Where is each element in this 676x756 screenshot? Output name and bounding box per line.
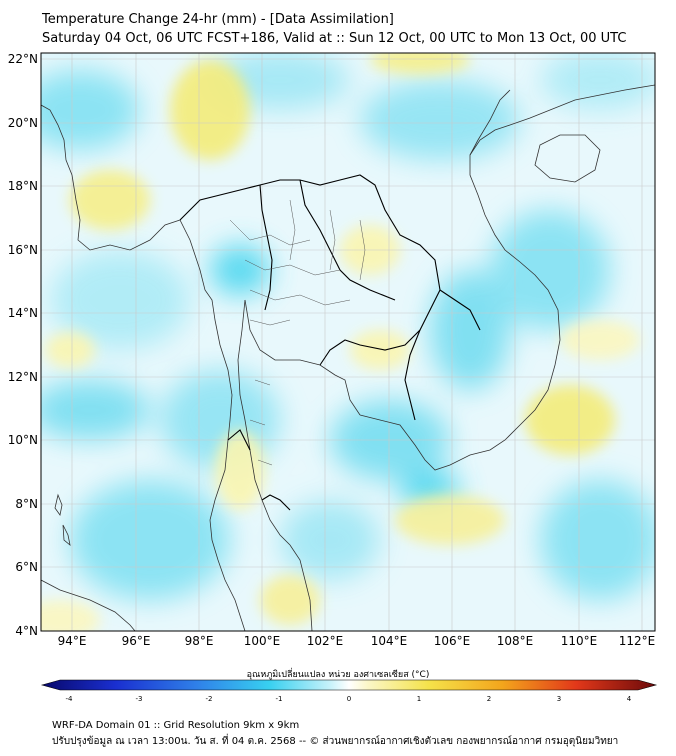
footer-credit: ปรับปรุงข้อมูล ณ เวลา 13:00น. วัน ส. ที่… (52, 736, 619, 747)
lat-tick-label: 12°N (8, 370, 38, 384)
colorbar-tick-label: 1 (417, 695, 421, 703)
lon-tick-label: 96°E (122, 634, 151, 648)
lat-tick-label: 18°N (8, 179, 38, 193)
lat-tick-label: 6°N (15, 560, 38, 574)
lat-tick-label: 16°N (8, 243, 38, 257)
lat-tick-label: 8°N (15, 497, 38, 511)
colorbar: -4 -3 -2 -1 0 1 2 3 4 (40, 679, 658, 703)
colorbar-tick-label: -3 (136, 695, 143, 703)
lon-tick-label: 94°E (58, 634, 87, 648)
colorbar-tick-label: -1 (276, 695, 283, 703)
colorbar-tick-label: -2 (206, 695, 213, 703)
footer-model-info: WRF-DA Domain 01 :: Grid Resolution 9km … (52, 720, 300, 731)
map-subtitle: Saturday 04 Oct, 06 UTC FCST+186, Valid … (42, 31, 627, 46)
colorbar-tick-label: 2 (487, 695, 491, 703)
coastlines (41, 84, 655, 631)
colorbar-tick-label: 3 (557, 695, 561, 703)
lon-tick-label: 112°E (619, 634, 656, 648)
lon-tick-label: 106°E (434, 634, 471, 648)
colorbar-tick-label: -4 (66, 695, 74, 703)
map-gridlines (41, 53, 655, 631)
lon-tick-label: 98°E (185, 634, 214, 648)
lon-tick-label: 110°E (561, 634, 598, 648)
lon-tick-label: 108°E (497, 634, 534, 648)
map-frame (40, 52, 656, 632)
country-borders (179, 174, 481, 511)
lat-tick-label: 20°N (8, 116, 38, 130)
lon-tick-label: 104°E (371, 634, 408, 648)
map-title: Temperature Change 24-hr (mm) - [Data As… (42, 12, 394, 27)
lat-tick-label: 4°N (15, 624, 38, 638)
longitude-ticks: 94°E 96°E 98°E 100°E 102°E 104°E 106°E 1… (58, 634, 656, 648)
lon-tick-label: 100°E (244, 634, 281, 648)
lat-tick-label: 22°N (8, 52, 38, 66)
latitude-ticks: 22°N 20°N 18°N 16°N 14°N 12°N 10°N 8°N 6… (8, 52, 38, 638)
colorbar-ticks: -4 -3 -2 -1 0 1 2 3 4 (66, 695, 632, 703)
colorbar-label: อุณหภูมิเปลี่ยนแปลง หน่วย องศาเซลเซียส (… (246, 670, 430, 680)
colorbar-tick-label: 0 (347, 695, 351, 703)
lon-tick-label: 102°E (307, 634, 344, 648)
colorbar-tick-label: 4 (627, 695, 632, 703)
temperature-field (41, 53, 655, 631)
lat-tick-label: 14°N (8, 306, 38, 320)
lat-tick-label: 10°N (8, 433, 38, 447)
colorbar-strip (40, 679, 658, 691)
province-boundaries (229, 199, 366, 466)
